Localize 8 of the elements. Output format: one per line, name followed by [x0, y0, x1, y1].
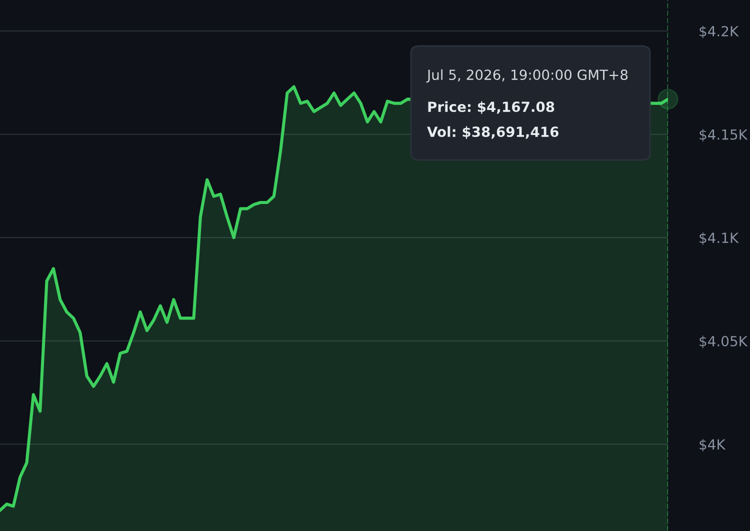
- y-tick-label: $4.05K: [700, 336, 748, 348]
- y-tick-label: $4.1K: [700, 232, 739, 245]
- annotation: Vol: $38,691,416: [427, 126, 558, 139]
- y-tick-label: $4K: [700, 438, 726, 452]
- y-tick-label: $4.15K: [700, 129, 748, 142]
- annotation: Jul 5, 2026, 19:00:00 GMT+8: [426, 69, 628, 83]
- y-tick-label: $4.2K: [700, 26, 739, 38]
- annotation: Price: $4,167.08: [428, 101, 554, 114]
